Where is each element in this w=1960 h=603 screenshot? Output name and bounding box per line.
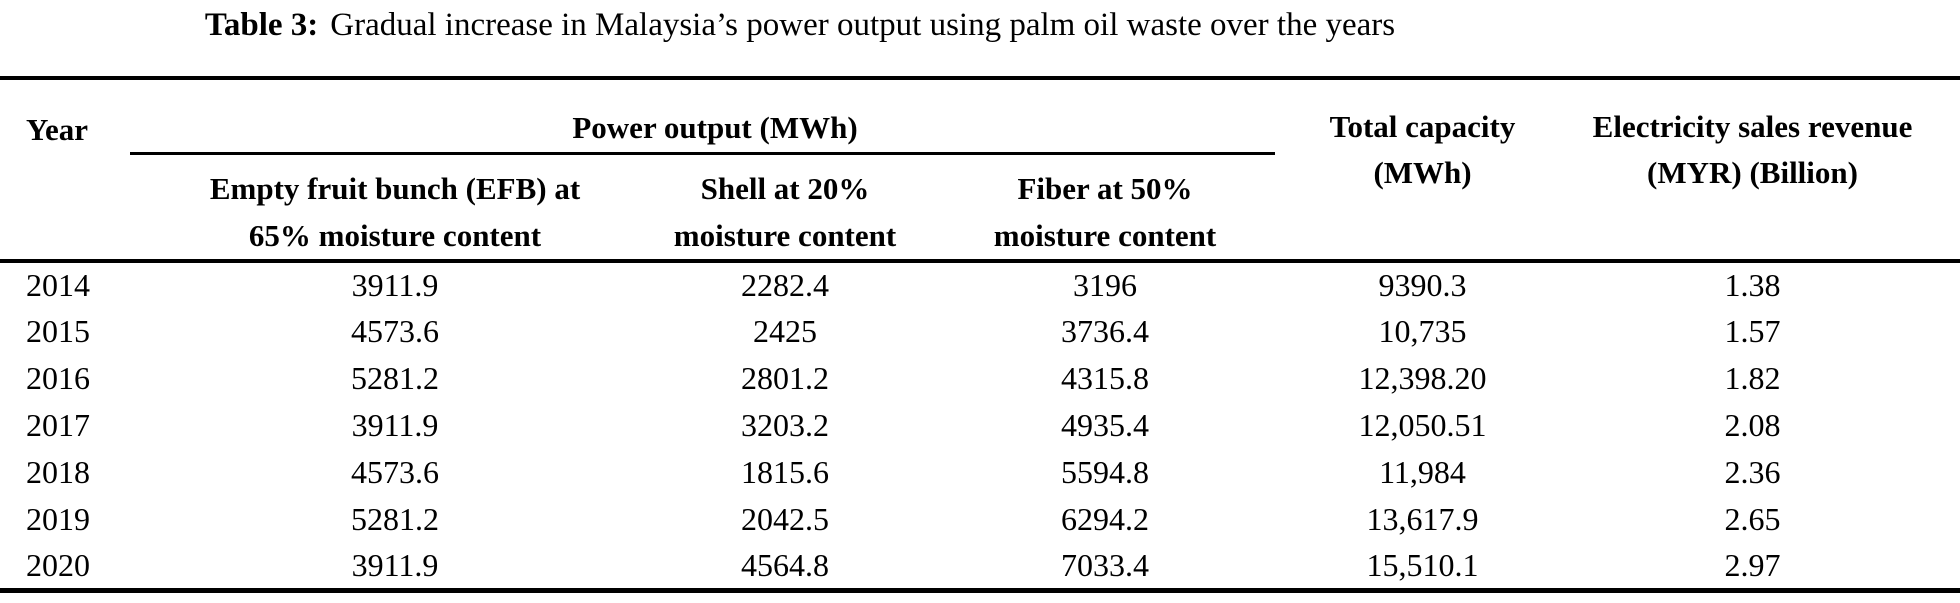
table-row: 2018 4573.6 1815.6 5594.8 11,984 2.36 bbox=[0, 449, 1960, 496]
total-capacity-cell: 12,398.20 bbox=[1358, 360, 1487, 396]
shell-cell: 2425 bbox=[753, 313, 817, 349]
efb-cell: 4573.6 bbox=[351, 313, 439, 349]
shell-cell: 4564.8 bbox=[741, 546, 829, 583]
year-cell: 2019 bbox=[26, 501, 90, 537]
column-header-revenue: Electricity sales revenue (MYR) (Billion… bbox=[1545, 78, 1960, 263]
total-capacity-line2: (MWh) bbox=[1373, 155, 1472, 190]
efb-cell: 3911.9 bbox=[351, 267, 439, 303]
efb-cell: 5281.2 bbox=[351, 501, 439, 537]
fiber-cell: 5594.8 bbox=[1061, 454, 1149, 490]
fiber-line2: moisture content bbox=[993, 218, 1217, 253]
fiber-cell: 4315.8 bbox=[1061, 360, 1149, 396]
fiber-line1: Fiber at 50% bbox=[1017, 171, 1193, 206]
shell-cell: 2042.5 bbox=[741, 501, 829, 537]
fiber-cell: 7033.4 bbox=[1061, 546, 1149, 583]
column-group-header-power-output: Power output (MWh) bbox=[130, 78, 1300, 155]
shell-line2: moisture content bbox=[673, 218, 897, 253]
power-output-table: Year Power output (MWh) Total capacity (… bbox=[0, 76, 1960, 593]
year-cell: 2020 bbox=[26, 546, 90, 583]
column-header-year: Year bbox=[0, 78, 130, 263]
table-row: 2014 3911.9 2282.4 3196 9390.3 1.38 bbox=[0, 261, 1960, 308]
table-caption-text: Gradual increase in Malaysia’s power out… bbox=[330, 7, 1396, 43]
shell-cell: 2282.4 bbox=[741, 267, 829, 303]
table-caption: Table 3: Gradual increase in Malaysia’s p… bbox=[0, 5, 1600, 46]
table-row: 2016 5281.2 2801.2 4315.8 12,398.20 1.82 bbox=[0, 355, 1960, 402]
revenue-cell: 2.65 bbox=[1724, 501, 1781, 537]
year-cell: 2014 bbox=[26, 267, 90, 303]
column-header-efb: Empty fruit bunch (EFB) at 65% moisture … bbox=[130, 155, 660, 263]
revenue-cell: 2.97 bbox=[1724, 546, 1781, 583]
table-row: 2019 5281.2 2042.5 6294.2 13,617.9 2.65 bbox=[0, 496, 1960, 543]
sub-header-row: Empty fruit bunch (EFB) at 65% moisture … bbox=[0, 155, 1960, 263]
fiber-cell: 6294.2 bbox=[1061, 501, 1149, 537]
efb-line2: 65% moisture content bbox=[248, 218, 542, 253]
year-cell: 2018 bbox=[26, 454, 90, 490]
revenue-line2: (MYR) (Billion) bbox=[1647, 155, 1858, 190]
fiber-cell: 4935.4 bbox=[1061, 407, 1149, 443]
total-capacity-cell: 10,735 bbox=[1378, 313, 1467, 349]
year-cell: 2016 bbox=[26, 360, 90, 396]
shell-cell: 3203.2 bbox=[741, 407, 829, 443]
total-capacity-cell: 13,617.9 bbox=[1366, 501, 1479, 537]
total-capacity-cell: 9390.3 bbox=[1378, 267, 1467, 303]
fiber-cell: 3736.4 bbox=[1061, 313, 1149, 349]
revenue-cell: 1.57 bbox=[1724, 313, 1781, 349]
total-capacity-cell: 11,984 bbox=[1379, 454, 1466, 490]
table-row: 2020 3911.9 4564.8 7033.4 15,510.1 2.97 bbox=[0, 543, 1960, 590]
fiber-cell: 3196 bbox=[1073, 267, 1137, 303]
efb-cell: 4573.6 bbox=[351, 454, 439, 490]
column-header-fiber: Fiber at 50% moisture content bbox=[910, 155, 1301, 263]
revenue-cell: 2.36 bbox=[1724, 454, 1781, 490]
header-row-group: Year Power output (MWh) Total capacity (… bbox=[0, 78, 1960, 263]
revenue-cell: 1.38 bbox=[1724, 267, 1781, 303]
total-capacity-line1: Total capacity bbox=[1329, 109, 1516, 144]
efb-cell: 3911.9 bbox=[351, 546, 439, 583]
table-caption-label: Table 3: bbox=[204, 7, 319, 43]
total-capacity-cell: 12,050.51 bbox=[1358, 407, 1487, 443]
year-cell: 2017 bbox=[26, 407, 90, 443]
table-row: 2015 4573.6 2425 3736.4 10,735 1.57 bbox=[0, 308, 1960, 355]
year-cell: 2015 bbox=[26, 313, 90, 349]
table-row: 2017 3911.9 3203.2 4935.4 12,050.51 2.08 bbox=[0, 402, 1960, 449]
column-header-total-capacity: Total capacity (MWh) bbox=[1300, 78, 1546, 263]
efb-cell: 3911.9 bbox=[351, 407, 439, 443]
shell-cell: 1815.6 bbox=[741, 454, 829, 490]
shell-cell: 2801.2 bbox=[741, 360, 829, 396]
revenue-line1: Electricity sales revenue bbox=[1592, 109, 1913, 144]
revenue-cell: 1.82 bbox=[1724, 360, 1781, 396]
shell-line1: Shell at 20% bbox=[700, 171, 870, 206]
revenue-cell: 2.08 bbox=[1724, 407, 1781, 443]
efb-cell: 5281.2 bbox=[351, 360, 439, 396]
column-header-shell: Shell at 20% moisture content bbox=[660, 155, 910, 263]
total-capacity-cell: 15,510.1 bbox=[1366, 546, 1479, 583]
efb-line1: Empty fruit bunch (EFB) at bbox=[209, 171, 581, 206]
